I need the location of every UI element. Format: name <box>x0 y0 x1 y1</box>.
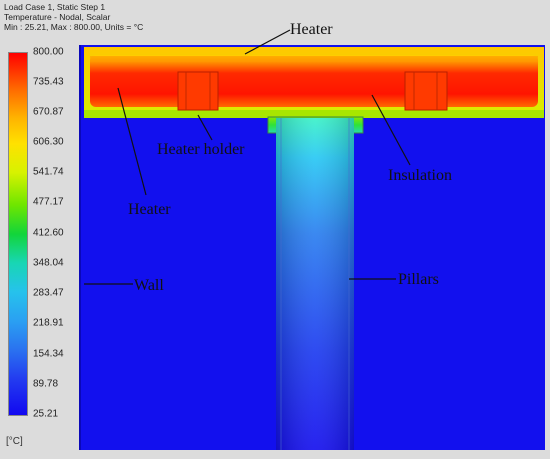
insulation-bottom <box>84 110 544 118</box>
scale-tick: 25.21 <box>33 408 59 420</box>
label-heater-left: Heater <box>128 201 171 218</box>
scale-tick: 735.43 <box>33 76 64 88</box>
scale-unit: [°C] <box>6 436 23 447</box>
heater-holder-right <box>404 71 448 111</box>
result-header: Load Case 1, Static Step 1 Temperature -… <box>4 2 143 32</box>
scale-tick: 218.91 <box>33 317 64 329</box>
scale-tick: 800.00 <box>33 46 64 58</box>
load-case-label: Load Case 1, Static Step 1 <box>4 2 106 12</box>
scale-tick: 283.47 <box>33 287 64 299</box>
scale-tick: 89.78 <box>33 378 59 390</box>
label-wall: Wall <box>134 277 164 294</box>
scale-tick: 541.74 <box>33 166 64 178</box>
scale-tick: 412.60 <box>33 227 64 239</box>
label-heater-top: Heater <box>290 21 333 38</box>
scale-tick: 348.04 <box>33 257 64 269</box>
result-type-label: Temperature - Nodal, Scalar <box>4 12 111 22</box>
color-scale-bar <box>8 52 28 416</box>
label-pillars: Pillars <box>398 271 439 288</box>
heater-body <box>90 55 538 107</box>
label-insulation: Insulation <box>388 167 452 184</box>
scale-tick: 477.17 <box>33 196 64 208</box>
scale-tick: 670.87 <box>33 106 64 118</box>
scale-tick: 606.30 <box>33 136 64 148</box>
label-heater-holder: Heater holder <box>157 141 245 158</box>
annotation-leaders <box>84 29 411 285</box>
range-label: Min : 25.21, Max : 800.00, Units = °C <box>4 22 144 32</box>
scale-tick: 154.34 <box>33 348 64 360</box>
heater-holder-left <box>177 71 219 111</box>
